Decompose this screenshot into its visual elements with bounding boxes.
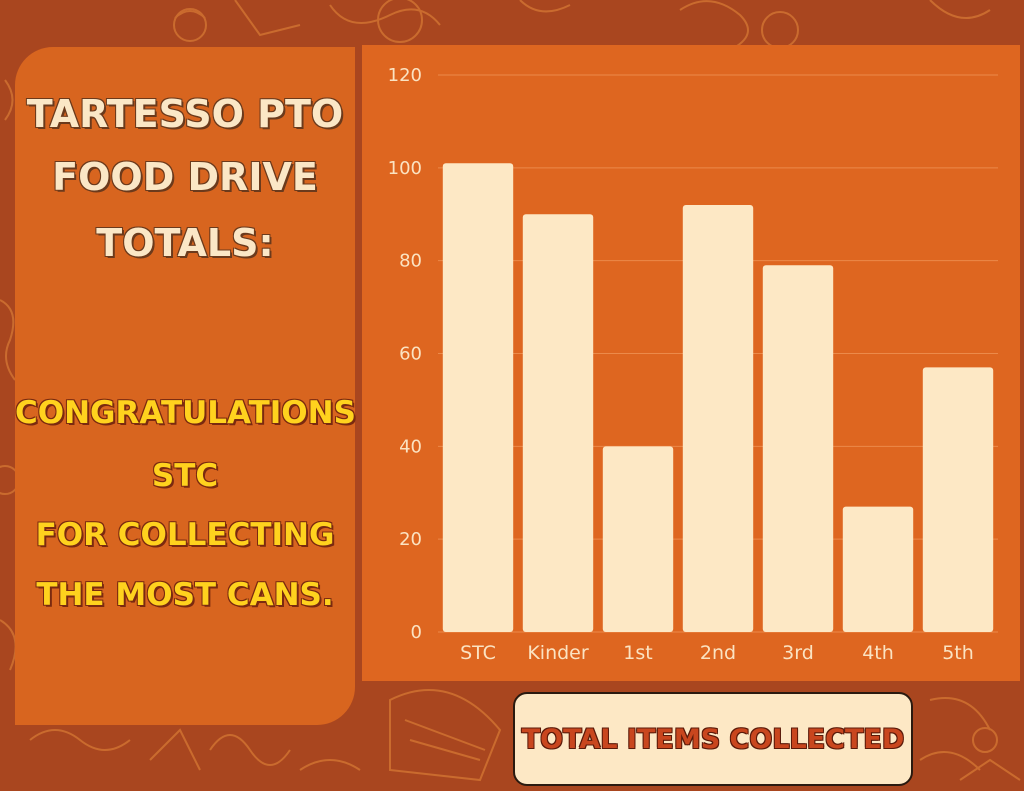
x-axis-ticks: STC Kinder 1st 2nd 3rd 4th 5th <box>460 642 974 664</box>
bar-4th <box>842 506 914 632</box>
total-items-label: TOTAL ITEMS COLLECTED <box>521 723 905 755</box>
x-tick-label: 5th <box>942 642 974 664</box>
x-tick-label: 4th <box>862 642 894 664</box>
total-items-box: TOTAL ITEMS COLLECTED <box>513 692 913 786</box>
y-tick-label: 100 <box>388 158 422 179</box>
chart-bars <box>442 163 994 633</box>
bar-kinder <box>522 214 594 632</box>
bar-stc <box>442 163 514 633</box>
x-tick-label: Kinder <box>527 642 589 664</box>
bar-3rd <box>762 265 834 632</box>
headline-line-1: TARTESSO PTO <box>26 92 344 136</box>
x-tick-label: 1st <box>623 642 652 664</box>
y-tick-label: 120 <box>388 65 422 86</box>
congrats-line-4: THE MOST CANS. <box>36 577 334 613</box>
congrats-line-2: STC <box>151 458 219 494</box>
headline-panel: TARTESSO PTO FOOD DRIVE TOTALS: CONGRATU… <box>15 47 356 725</box>
x-tick-label: STC <box>460 642 496 664</box>
bar-2nd <box>682 204 754 632</box>
x-tick-label: 2nd <box>700 642 736 664</box>
congrats-line-3: FOR COLLECTING <box>35 517 335 553</box>
bar-5th <box>922 367 994 632</box>
bar-chart: 0 20 40 60 80 100 120 STC Kinder 1st 2nd 3rd 4th 5th <box>388 65 998 664</box>
x-tick-label: 3rd <box>782 642 814 664</box>
chart-panel: 0 20 40 60 80 100 120 STC Kinder 1st 2nd 3rd 4th 5th <box>362 45 1020 681</box>
y-tick-label: 0 <box>411 622 422 643</box>
headline-line-2: FOOD DRIVE <box>52 155 318 199</box>
y-tick-label: 60 <box>399 344 422 365</box>
y-tick-label: 80 <box>399 251 422 272</box>
y-tick-label: 20 <box>399 529 422 550</box>
y-tick-label: 40 <box>399 436 422 457</box>
congrats-line-1: CONGRATULATIONS <box>15 395 356 431</box>
headline-line-3: TOTALS: <box>96 221 274 265</box>
bar-1st <box>602 446 674 632</box>
y-axis-ticks: 0 20 40 60 80 100 120 <box>388 65 422 643</box>
